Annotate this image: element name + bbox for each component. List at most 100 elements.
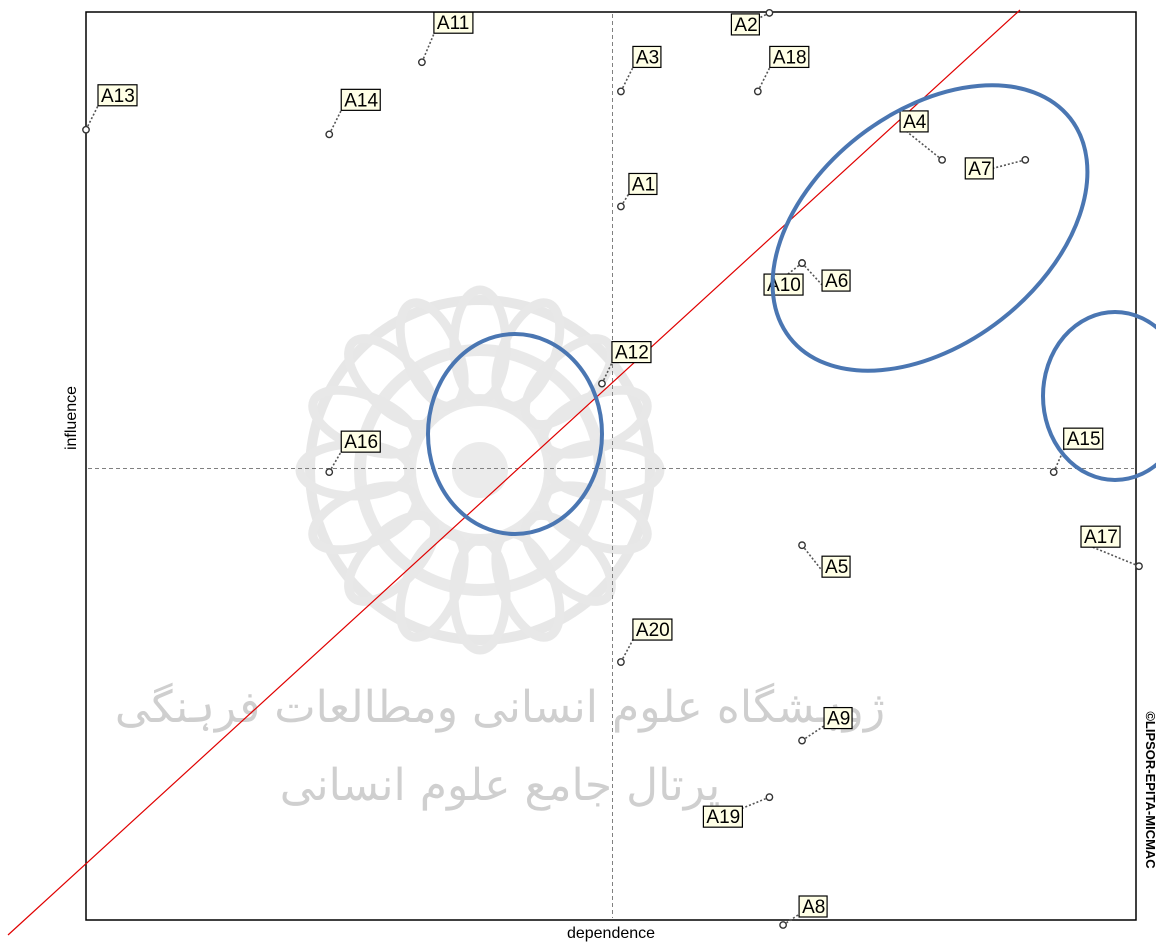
data-point-a18: A18 — [753, 45, 810, 96]
data-point-a10: A10 — [763, 259, 806, 296]
point-label: A12 — [611, 340, 652, 364]
leader-line — [801, 262, 825, 288]
point-label-text: A15 — [1067, 429, 1101, 450]
point-label: A13 — [97, 84, 138, 107]
point-marker — [617, 202, 625, 211]
point-label-text: A16 — [344, 432, 378, 453]
point-label: A16 — [340, 430, 381, 453]
point-marker — [765, 9, 774, 17]
data-point-a8: A8 — [779, 895, 828, 929]
leader-line — [85, 101, 101, 131]
data-point-a16: A16 — [325, 430, 381, 477]
point-label-text: A19 — [706, 807, 740, 828]
point-label-text: A17 — [1084, 527, 1118, 548]
data-point-a4: A4 — [899, 110, 946, 164]
point-label-text: A13 — [101, 86, 135, 107]
point-label-text: A6 — [825, 271, 848, 292]
point-label-text: A18 — [773, 47, 807, 68]
point-label: A2 — [730, 13, 760, 36]
point-marker — [617, 87, 625, 96]
point-label-text: A4 — [903, 112, 927, 133]
point-label-text: A1 — [632, 174, 655, 195]
data-point-a14: A14 — [325, 88, 381, 139]
point-label: A6 — [821, 269, 851, 292]
point-marker — [765, 793, 774, 802]
point-label-text: A7 — [968, 159, 991, 180]
point-label-text: A11 — [437, 13, 469, 34]
leader-line — [620, 190, 632, 207]
point-marker — [798, 259, 806, 267]
diagonal-line — [7, 9, 1021, 936]
point-label: A7 — [964, 157, 994, 180]
point-label: A18 — [769, 45, 810, 68]
watermark-text-line2: پرتال جامع علوم انسانی — [280, 760, 721, 811]
leader-line — [328, 447, 344, 473]
point-marker — [325, 130, 334, 139]
x-axis-title: dependence — [567, 925, 655, 942]
point-label-text: A12 — [615, 343, 649, 364]
data-point-a12: A12 — [598, 340, 652, 388]
leader-line — [421, 28, 437, 63]
data-point-a3: A3 — [617, 45, 662, 96]
point-label: A15 — [1063, 427, 1104, 450]
leader-line — [328, 105, 344, 135]
data-point-a15: A15 — [1049, 427, 1104, 477]
point-label-text: A9 — [827, 709, 850, 730]
point-label: A1 — [628, 172, 658, 195]
point-label: A8 — [798, 895, 828, 918]
point-label-text: A10 — [767, 275, 801, 296]
point-label: A19 — [702, 805, 743, 828]
point-label-text: A8 — [802, 897, 825, 918]
leader-line — [801, 723, 827, 742]
point-label: A3 — [632, 45, 662, 68]
point-marker — [798, 736, 806, 745]
point-label: A11 — [433, 11, 474, 34]
point-marker — [938, 156, 946, 164]
point-label: A5 — [821, 555, 851, 578]
data-point-a6: A6 — [798, 259, 851, 292]
point-label: A14 — [340, 88, 381, 111]
watermark-text-line1: ژوہشگاه علوم انسانی ومطالعات فرہنگی — [115, 682, 885, 733]
point-marker — [617, 658, 625, 666]
point-marker — [598, 379, 606, 388]
point-marker — [1135, 562, 1143, 571]
point-label: A4 — [899, 110, 929, 133]
plot-frame — [85, 11, 1137, 921]
highlight-ellipse-right — [1041, 310, 1156, 482]
point-marker — [325, 468, 334, 477]
point-marker — [1021, 156, 1030, 164]
highlight-ellipse-center — [426, 332, 604, 536]
points-layer: A1 A2 A3 A4 A5 A6 A7 A8 A9 A10 A11 A12 A13 A14 A15 A16 A… — [82, 9, 1143, 929]
point-label: A17 — [1080, 525, 1121, 548]
data-point-a11: A11 — [418, 11, 474, 67]
data-point-a7: A7 — [964, 156, 1030, 180]
point-marker — [798, 541, 806, 550]
leader-line — [601, 358, 615, 384]
highlight-ellipse-cluster — [770, 83, 1090, 373]
credit-text: ©LIPSOR-EPITA-MICMAC — [1143, 711, 1156, 869]
point-marker — [418, 58, 426, 67]
leader-line — [901, 127, 943, 161]
data-point-a13: A13 — [82, 84, 138, 134]
leader-line — [757, 63, 773, 92]
data-point-a2: A2 — [730, 9, 774, 36]
point-label: A20 — [632, 618, 673, 641]
point-marker — [753, 87, 762, 96]
data-point-a5: A5 — [798, 541, 851, 578]
data-point-a20: A20 — [617, 618, 673, 666]
leader-line — [801, 544, 825, 574]
point-label-text: A3 — [636, 47, 659, 68]
watermark-emblem — [295, 285, 665, 655]
leader-line — [620, 63, 636, 92]
point-marker — [82, 125, 90, 134]
point-label-text: A2 — [734, 15, 757, 36]
point-label-text: A5 — [825, 557, 848, 578]
data-point-a9: A9 — [798, 706, 853, 745]
data-point-a17: A17 — [1080, 525, 1143, 571]
data-point-a1: A1 — [617, 172, 658, 211]
point-marker — [779, 921, 787, 929]
data-point-a19: A19 — [702, 793, 774, 828]
point-marker — [1049, 468, 1058, 477]
point-label: A9 — [823, 706, 853, 730]
